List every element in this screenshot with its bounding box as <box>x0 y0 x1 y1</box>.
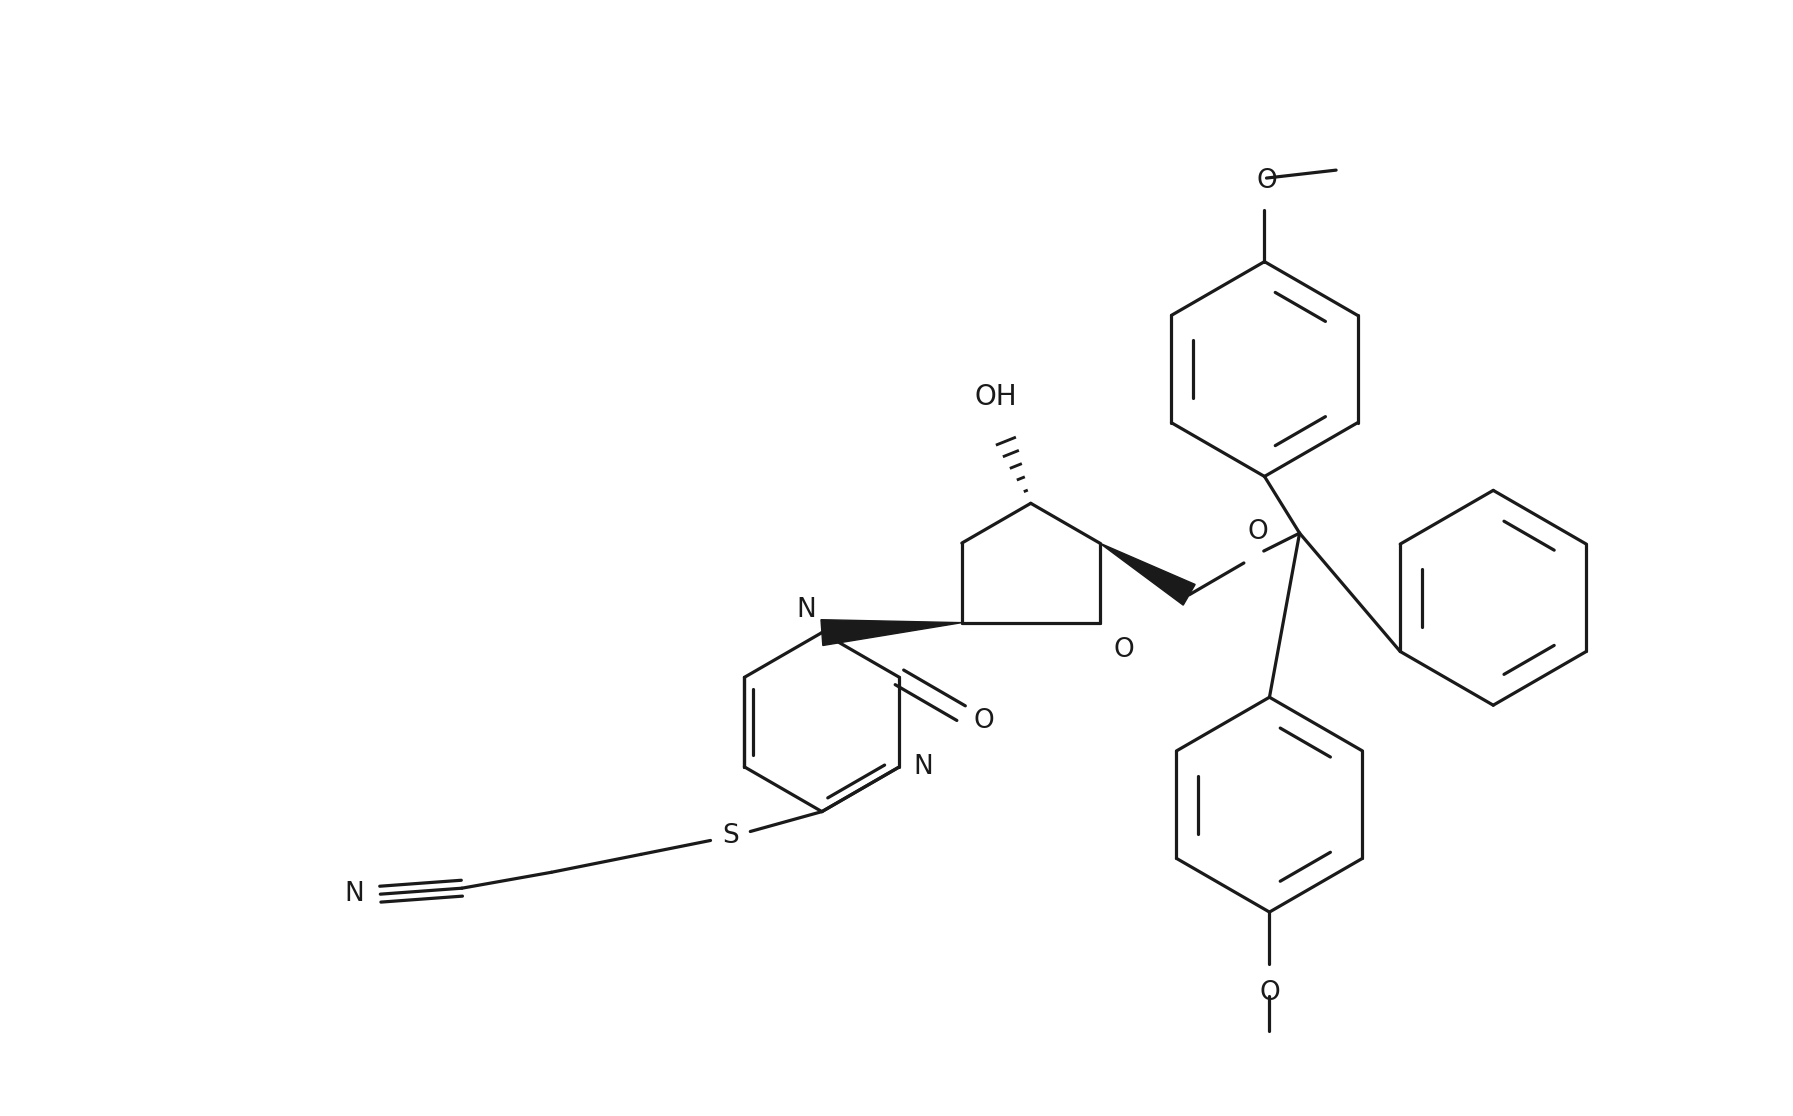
Text: N: N <box>913 754 932 780</box>
Text: OH: OH <box>975 383 1017 411</box>
Text: N: N <box>344 882 364 907</box>
Polygon shape <box>1099 543 1196 605</box>
Text: O: O <box>1259 980 1280 1006</box>
Text: S: S <box>723 824 739 849</box>
Text: O: O <box>1257 169 1277 194</box>
Text: O: O <box>1113 636 1135 663</box>
Text: N: N <box>796 597 816 623</box>
Polygon shape <box>821 619 961 645</box>
Text: O: O <box>974 709 993 734</box>
Text: O: O <box>1248 519 1269 545</box>
